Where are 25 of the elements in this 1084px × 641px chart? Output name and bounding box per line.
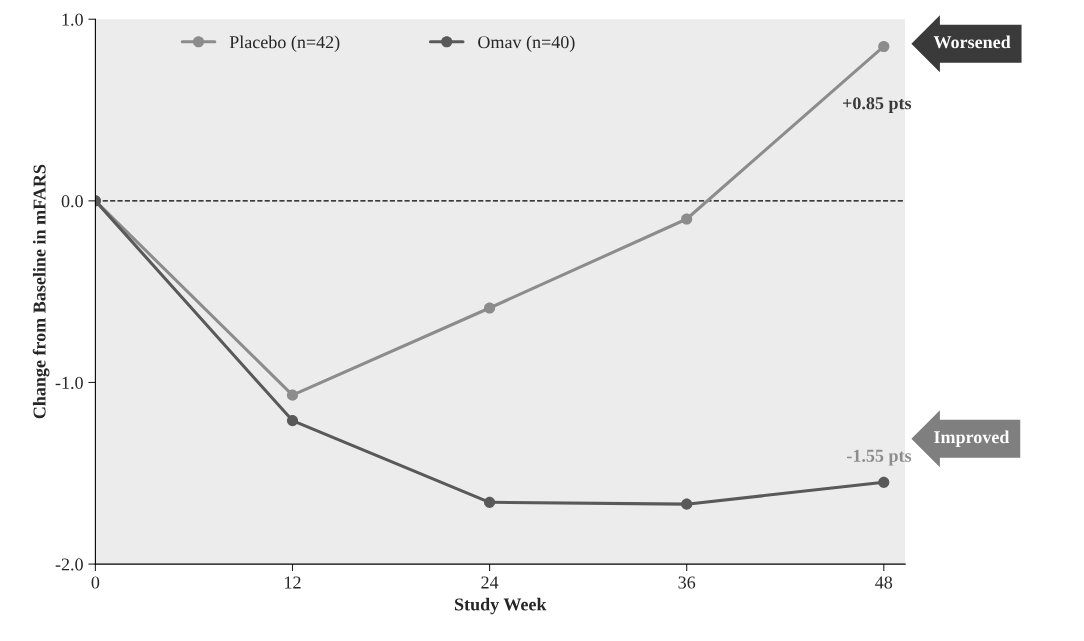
point (484, 496, 496, 508)
x-tick-label: 36 (678, 576, 696, 589)
x-tick-label: 48 (875, 576, 893, 589)
point (878, 40, 890, 53)
y-tick-label: -1.0 (55, 376, 83, 389)
point (484, 302, 496, 314)
annotation: -1.55 pts (847, 449, 912, 466)
point (681, 498, 693, 510)
point (681, 213, 693, 225)
legend-label: Omav (n=40) (478, 35, 575, 52)
y-tick-label: 0.0 (61, 195, 83, 208)
x-tick-label: 0 (91, 576, 100, 589)
text: Worsened (933, 35, 1011, 49)
point (286, 415, 299, 427)
y-axis-title: Change from Baseline in mFARS (32, 164, 50, 419)
y-tick-label: 1.0 (62, 13, 83, 26)
point (286, 389, 299, 401)
y-tick-label: -2.0 (55, 558, 83, 571)
x-tick-label: 24 (481, 576, 499, 589)
x-axis-title: Study Week (454, 597, 547, 615)
legend-label: Placebo (n=42) (229, 35, 340, 52)
annotation: +0.85 pts (843, 97, 912, 113)
point (878, 476, 890, 488)
text: Improved (934, 430, 1010, 447)
x-tick-label: 12 (285, 576, 301, 589)
